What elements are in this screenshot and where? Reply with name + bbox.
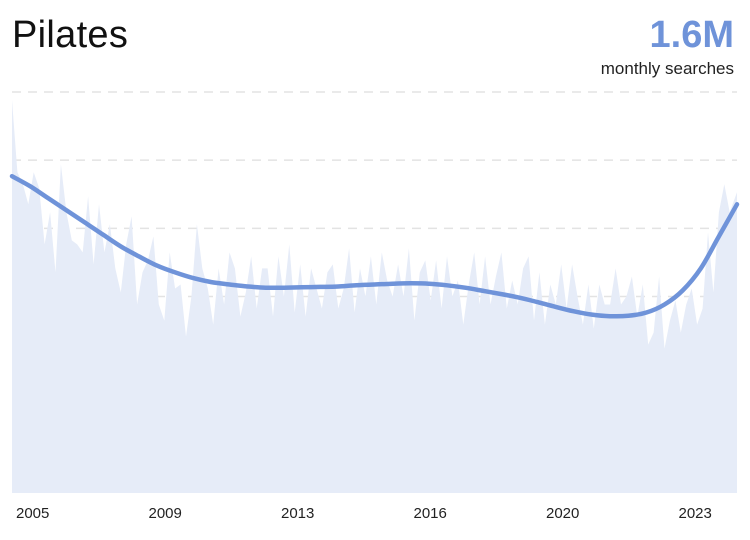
x-tick-label: 2020 [546,505,579,522]
trend-line [9,173,740,319]
x-tick-label: 2023 [679,505,712,522]
search-volume-value: 1.6M [649,14,734,56]
search-volume-area [12,100,737,493]
x-tick-label: 2016 [414,505,447,522]
search-volume-label: monthly searches [600,59,734,78]
chart-title: Pilates [12,14,129,56]
monthly-searches-area [12,100,737,493]
x-tick-label: 2005 [16,505,49,522]
trend-line-group [9,173,740,319]
x-tick-label: 2013 [281,505,314,522]
x-tick-label: 2009 [149,505,182,522]
x-axis-ticks: 2005 2009 2013 2016 2020 2023 [16,505,712,522]
search-volume: 1.6M monthly searches [601,14,734,80]
